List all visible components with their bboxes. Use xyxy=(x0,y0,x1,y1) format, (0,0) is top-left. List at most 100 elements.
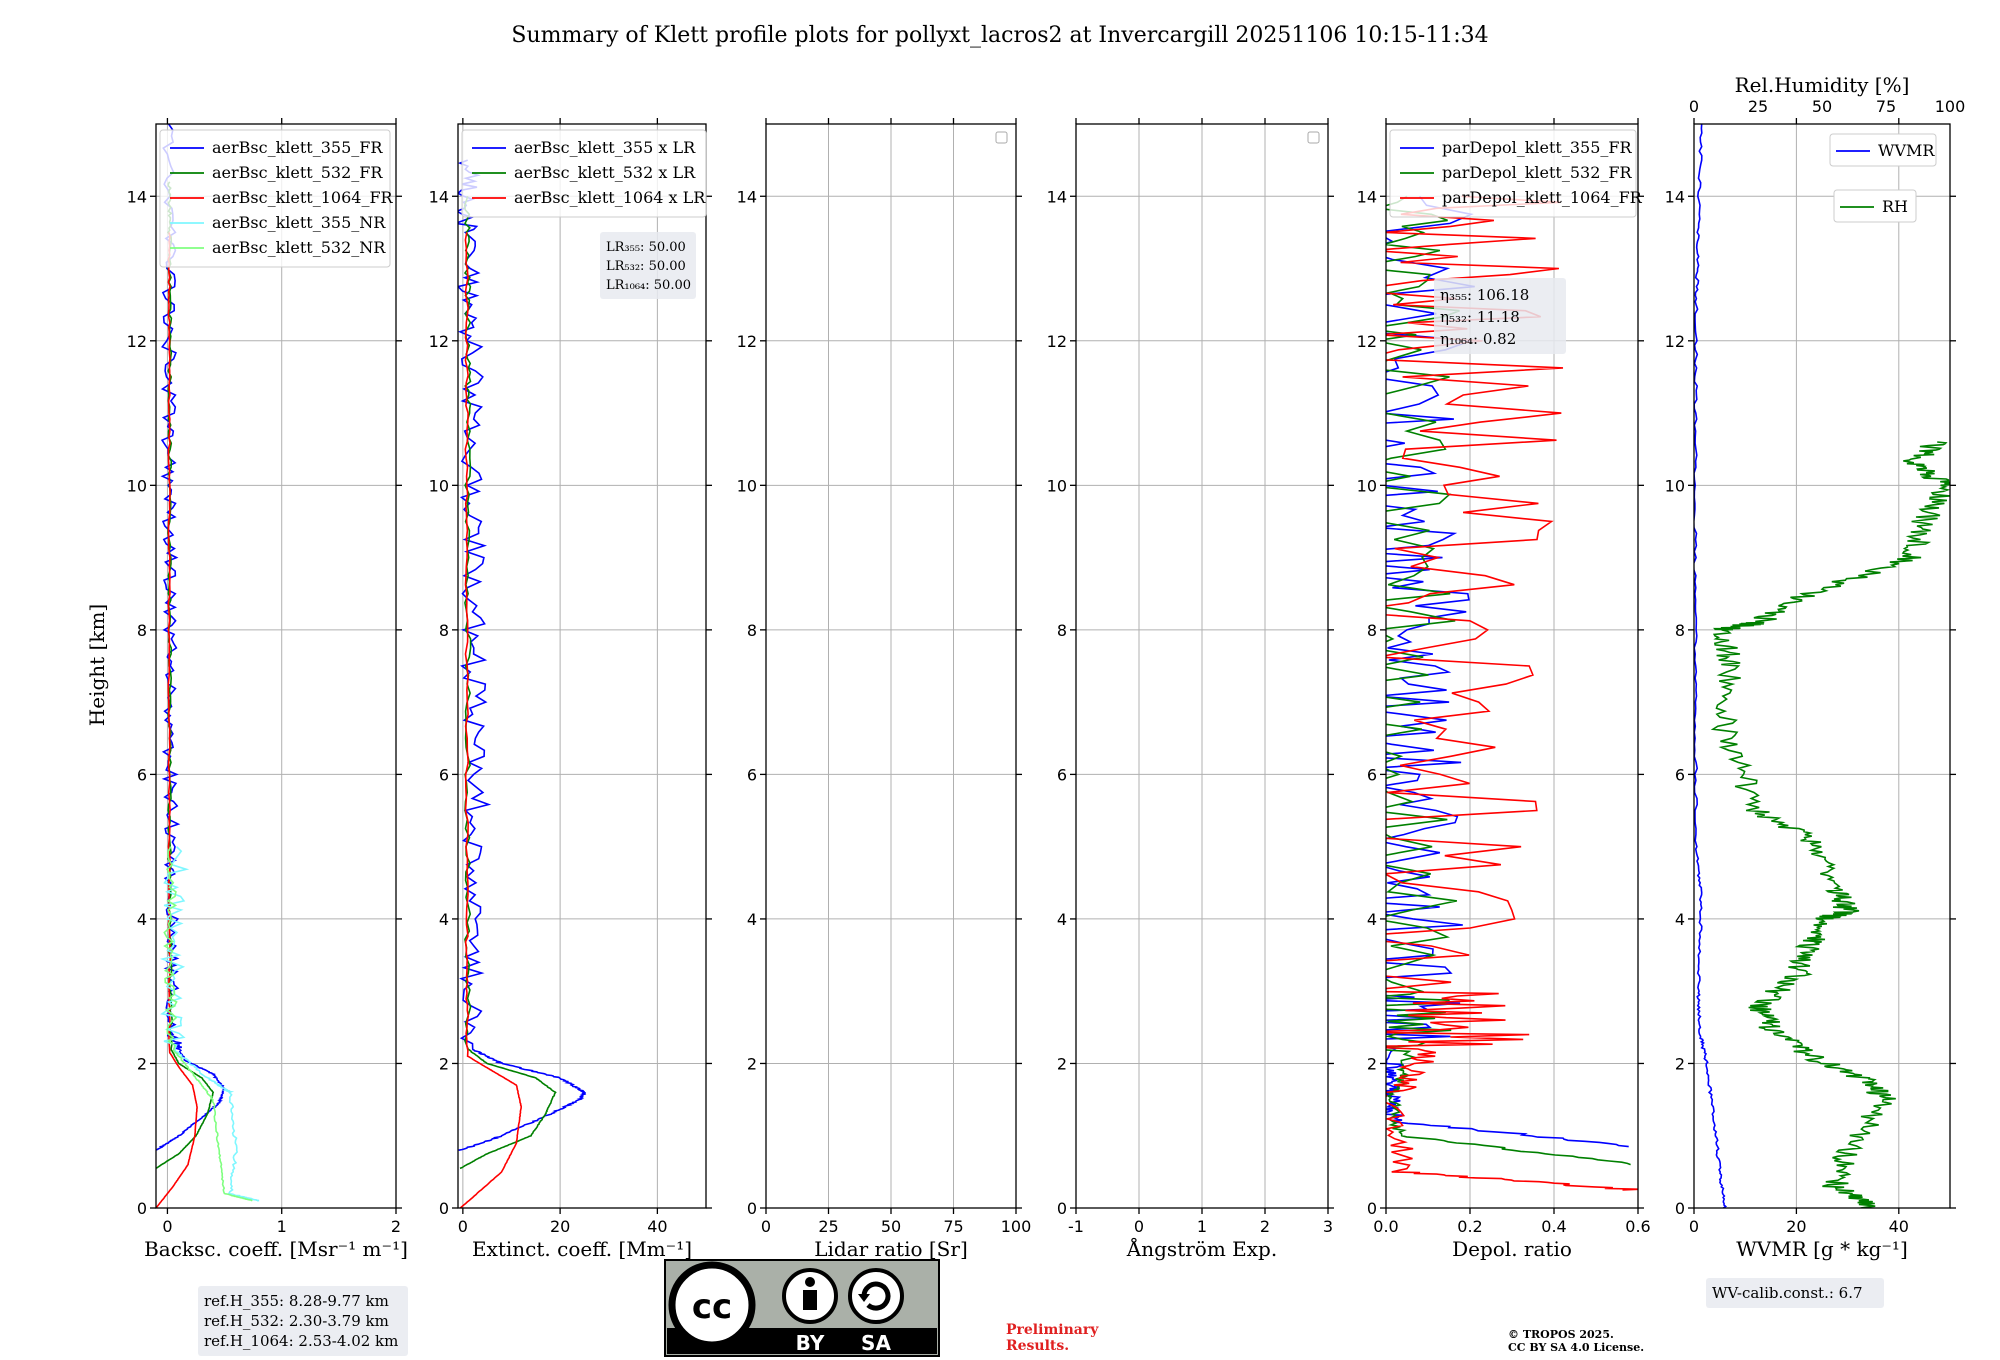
info-box-bg xyxy=(600,232,696,299)
empty-legend-box xyxy=(995,131,1008,144)
x-tick-label: 0 xyxy=(458,1217,468,1236)
legend-label: aerBsc_klett_532_NR xyxy=(212,238,386,257)
y-tick-label: 0 xyxy=(1367,1199,1377,1218)
x-tick-label: 0 xyxy=(162,1217,172,1236)
series-line-RH xyxy=(1710,441,1950,1208)
y-tick-label: 12 xyxy=(127,332,147,351)
y-tick-label: 6 xyxy=(1057,765,1067,784)
y-tick-label: 14 xyxy=(127,187,147,206)
legend-label: parDepol_klett_1064_FR xyxy=(1442,188,1643,207)
y-tick-label: 0 xyxy=(439,1199,449,1218)
y-tick-label: 0 xyxy=(1675,1199,1685,1218)
y-tick-label: 8 xyxy=(1367,621,1377,640)
x-tick-label: 1 xyxy=(277,1217,287,1236)
x-tick-label: 20 xyxy=(550,1217,570,1236)
x-tick-label: -1 xyxy=(1068,1217,1084,1236)
y-tick-label: 8 xyxy=(439,621,449,640)
x-tick-label: 50 xyxy=(881,1217,901,1236)
x2-axis-label: Rel.Humidity [%] xyxy=(1735,73,1910,97)
copyright-line-2: CC BY SA 4.0 License. xyxy=(1508,1341,1644,1354)
axes-frame xyxy=(1693,123,1951,1209)
x-tick-label: 0.6 xyxy=(1625,1217,1650,1236)
y-tick-label: 2 xyxy=(747,1054,757,1073)
x-tick-label: 0.4 xyxy=(1541,1217,1566,1236)
x2-tick-label: 75 xyxy=(1876,97,1896,116)
x-tick-label: 3 xyxy=(1323,1217,1333,1236)
series-line-aerBsc_klett_1064 x LR xyxy=(459,232,523,1208)
info-box-bg xyxy=(1434,278,1566,354)
y-tick-label: 8 xyxy=(747,621,757,640)
legend-label: parDepol_klett_532_FR xyxy=(1442,163,1633,182)
legend-label: parDepol_klett_355_FR xyxy=(1442,138,1633,157)
y-tick-label: 6 xyxy=(1367,765,1377,784)
y-tick-label: 4 xyxy=(1057,910,1067,929)
x-tick-label: 0 xyxy=(1134,1217,1144,1236)
y-tick-label: 4 xyxy=(1367,910,1377,929)
info-box-line: ref.H_355: 8.28-9.77 km xyxy=(204,1292,389,1310)
info-box-line: η₁₀₆₄: 0.82 xyxy=(1440,330,1516,348)
preliminary-note-2: Results. xyxy=(1006,1338,1069,1354)
series-line-aerBsc_klett_532_NR xyxy=(163,846,253,1202)
legend-label: aerBsc_klett_355_FR xyxy=(212,138,383,157)
y-tick-label: 6 xyxy=(1675,765,1685,784)
legend-label: aerBsc_klett_1064 x LR xyxy=(514,188,706,207)
series-group xyxy=(1694,124,1950,1208)
y-tick-label: 2 xyxy=(1057,1054,1067,1073)
series-line-parDepol_klett_1064_FR xyxy=(1386,195,1638,1191)
x-tick-label: 25 xyxy=(818,1217,838,1236)
y-axis-label: Height [km] xyxy=(85,604,109,726)
x-axis-label: Depol. ratio xyxy=(1452,1237,1572,1261)
x-tick-label: 75 xyxy=(943,1217,963,1236)
y-tick-label: 10 xyxy=(127,476,147,495)
info-box-line: LR₅₃₂: 50.00 xyxy=(606,259,686,274)
y-tick-label: 4 xyxy=(747,910,757,929)
series-group xyxy=(1386,195,1638,1191)
x-axis-label: Backsc. coeff. [Msr⁻¹ m⁻¹] xyxy=(144,1237,408,1261)
x-axis-label: WVMR [g * kg⁻¹] xyxy=(1736,1237,1908,1261)
info-box-depol: η₃₅₅: 106.18 η₅₃₂: 11.18 η₁₀₆₄: 0.82 xyxy=(1434,278,1566,354)
y-tick-label: 14 xyxy=(429,187,449,206)
y-tick-label: 2 xyxy=(137,1054,147,1073)
y-tick-label: 2 xyxy=(1367,1054,1377,1073)
legend-frame xyxy=(1829,133,1937,167)
y-tick-label: 8 xyxy=(1057,621,1067,640)
info-box-line: ref.H_532: 2.30-3.79 km xyxy=(204,1312,389,1330)
series-line-aerBsc_klett_532 x LR xyxy=(459,196,557,1170)
legend-label: aerBsc_klett_1064_FR xyxy=(212,188,394,207)
y-tick-label: 10 xyxy=(737,476,757,495)
y-tick-label: 14 xyxy=(737,187,757,206)
info-box-line: LR₃₅₅: 50.00 xyxy=(606,240,686,255)
y-tick-label: 12 xyxy=(1357,332,1377,351)
y-tick-label: 12 xyxy=(429,332,449,351)
legend-label: aerBsc_klett_355 x LR xyxy=(514,138,696,157)
info-box-bg xyxy=(198,1286,408,1356)
x-tick-label: 40 xyxy=(1889,1217,1909,1236)
copyright-line-1: © TROPOS 2025. xyxy=(1508,1328,1614,1341)
legend-frame xyxy=(159,129,391,268)
cc-circle-icon xyxy=(668,1261,756,1349)
series-line-aerBsc_klett_532_FR xyxy=(156,181,215,1170)
y-tick-label: 0 xyxy=(137,1199,147,1218)
x-tick-label: 0.2 xyxy=(1457,1217,1482,1236)
series-group xyxy=(458,159,587,1208)
y-tick-label: 12 xyxy=(737,332,757,351)
panel-depol: 0 2 4 6 8 10 12 14 0.0 0.2 0.4 0.6 Depol. ratio parDe… xyxy=(1357,118,1651,1261)
axes-frame xyxy=(1385,123,1639,1209)
series-line-aerBsc_klett_355_NR xyxy=(159,846,260,1202)
y-tick-label: 12 xyxy=(1665,332,1685,351)
x-tick-label: 40 xyxy=(647,1217,667,1236)
x2-tick-label: 50 xyxy=(1812,97,1832,116)
info-box-ext: LR₃₅₅: 50.00 LR₅₃₂: 50.00 LR₁₀₆₄: 50.00 xyxy=(600,232,696,299)
y-tick-label: 4 xyxy=(439,910,449,929)
info-box-line: η₃₅₅: 106.18 xyxy=(1440,286,1529,304)
x-tick-label: 0.0 xyxy=(1373,1217,1398,1236)
y-tick-label: 6 xyxy=(747,765,757,784)
y-tick-label: 14 xyxy=(1665,187,1685,206)
series-group xyxy=(156,124,260,1208)
legend-label: RH xyxy=(1882,197,1908,216)
legend-frame xyxy=(461,129,707,218)
